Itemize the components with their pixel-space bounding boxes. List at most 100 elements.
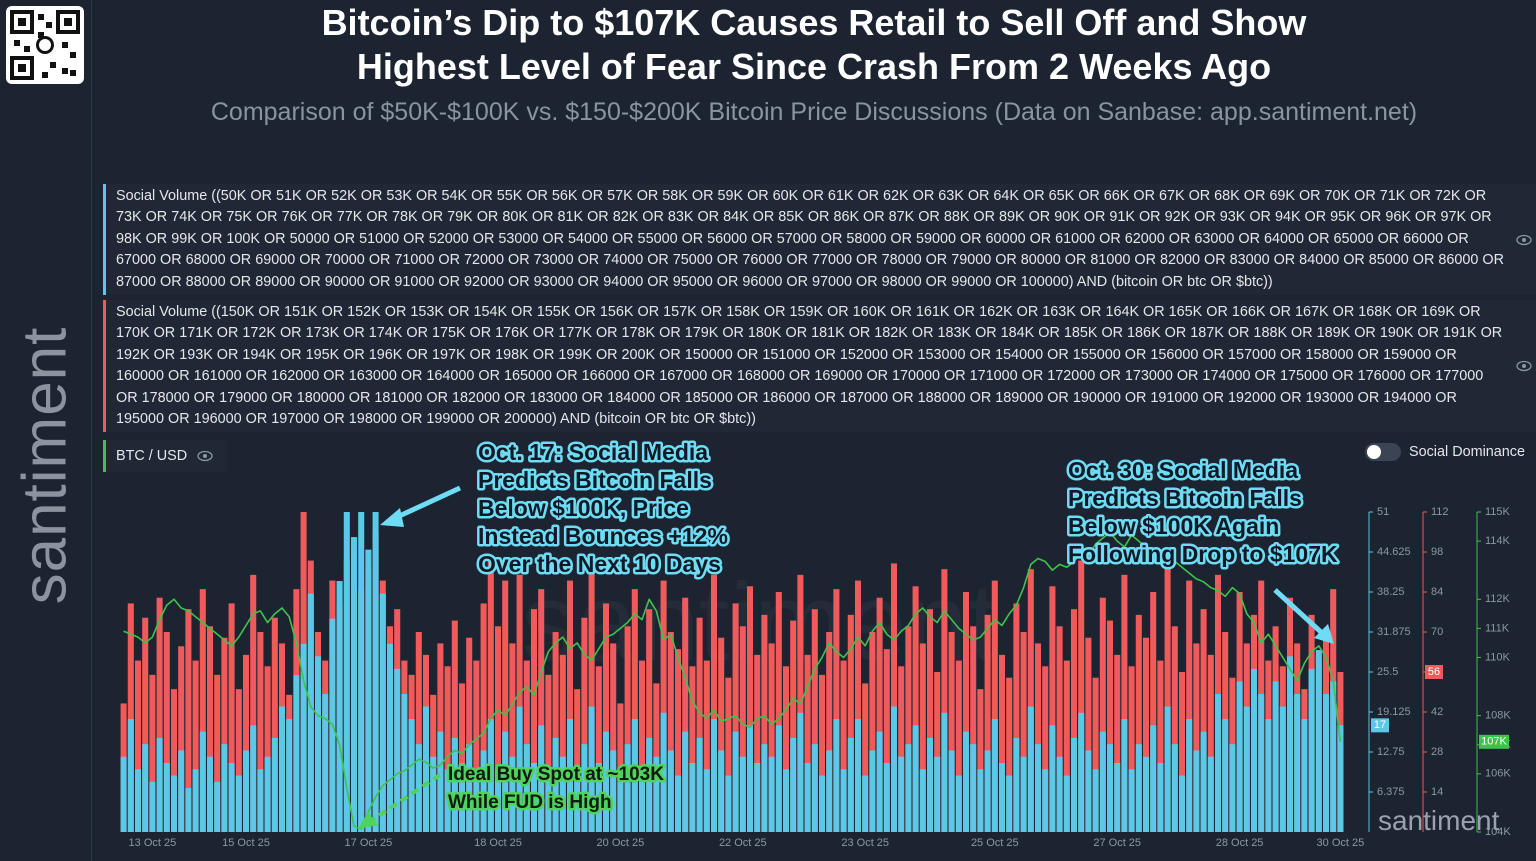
x-tick-label: 30 Oct 25 [1317,837,1365,849]
current-value-label: 107K [1481,736,1507,748]
toggle-switch[interactable] [1365,443,1401,462]
toggle[interactable]: Social Dominance [1365,442,1525,462]
bar [127,719,134,832]
bar [1056,756,1063,832]
bar [833,719,840,832]
bar [667,632,674,832]
bar [156,597,163,832]
bar [574,775,581,832]
bar [242,654,250,832]
bar [847,614,854,832]
x-tick-label: 27 Oct 25 [1093,837,1141,849]
bar [602,731,610,832]
price-line [123,531,1342,830]
legend-entry[interactable]: BTC / USD [103,440,228,472]
bar [898,756,905,832]
bar [862,683,869,832]
bar [1337,725,1344,832]
bar [1135,614,1142,832]
bar [1308,668,1315,832]
bar [617,781,624,832]
bar [1034,643,1042,832]
bar [286,719,293,832]
bar [761,744,768,832]
bar [149,674,156,832]
bar [682,731,689,832]
bar [926,609,934,832]
bar [696,737,703,832]
bar [689,762,696,832]
visibility-icon[interactable] [1516,360,1532,372]
bar [1078,712,1085,832]
bar [1207,756,1214,832]
arrow-head [1314,624,1334,644]
bar [1027,706,1034,832]
bar [1150,725,1157,832]
toggle-label: Social Dominance [1409,444,1525,460]
bar [1063,660,1070,832]
bar [1128,666,1135,832]
bar [703,660,710,832]
bar [646,737,653,832]
arrow-head [380,508,404,527]
bar [516,706,523,832]
y-tick-label: 106K [1485,768,1511,780]
bar [1121,719,1128,832]
bar [746,725,754,832]
bar [142,617,149,832]
bar [905,626,912,832]
bar [948,750,955,832]
y-tick-label: 44.625 [1377,546,1411,558]
bar [552,737,559,832]
visibility-icon[interactable] [197,450,213,462]
bar [473,775,480,832]
bar [379,593,386,832]
bar [1171,626,1178,832]
bar [912,725,919,832]
bar [509,756,516,832]
bar [710,719,718,832]
bar [250,574,257,832]
bar [574,689,581,832]
current-value-label: 56 [1428,666,1440,678]
legend-entry[interactable]: Social Volume ((50K OR 51K OR 52K OR 53K… [103,184,1536,296]
bar [192,660,199,832]
bar [257,632,264,832]
left-panel: santiment [0,0,92,861]
bar [1243,706,1250,832]
bar [293,675,300,832]
annotation: Over the Next 10 Days [478,551,721,577]
bar [1020,632,1027,832]
bar [250,725,257,832]
x-tick-label: 25 Oct 25 [971,837,1019,849]
bar [739,626,746,832]
bar [1121,574,1128,832]
bar [970,626,977,832]
arrow [393,485,462,521]
bar [394,668,401,832]
bar [782,769,790,832]
bar [602,603,610,832]
bar [977,769,984,832]
annotation: Predicts Bitcoin Falls [1068,485,1302,511]
y-tick-label: 28 [1431,746,1443,758]
bar [170,689,178,832]
bar [610,643,617,832]
bar [386,643,394,832]
legend-entry[interactable]: Social Volume ((150K OR 151K OR 152K OR … [103,300,1536,433]
bar [1171,744,1178,832]
bar [228,762,235,832]
bar [530,609,538,832]
bar [401,693,408,832]
bar [1042,769,1049,832]
visibility-icon[interactable] [1516,234,1532,246]
bar [840,769,847,832]
bar [840,660,847,832]
y-tick-label: 114K [1485,535,1511,547]
bar [228,603,235,832]
bar [235,689,242,832]
bar [1135,744,1142,832]
bar [480,750,487,832]
bar [883,649,890,832]
